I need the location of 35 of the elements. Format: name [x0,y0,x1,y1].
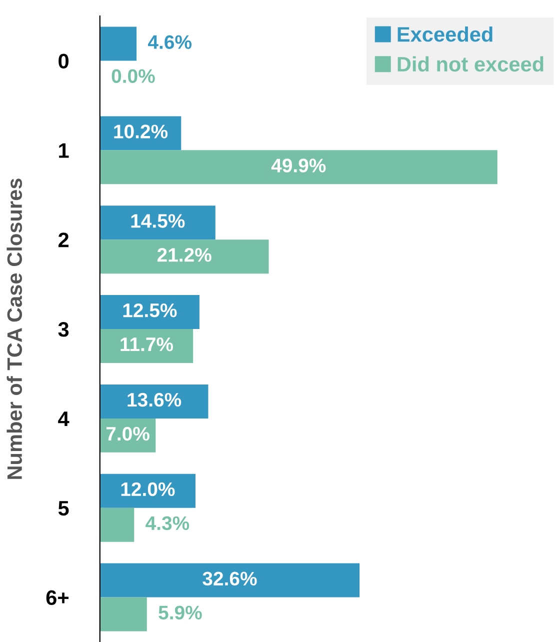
bar [100,150,498,184]
legend-label: Exceeded [398,26,492,42]
data-label: 7.0% [106,426,150,441]
data-label: 4.3% [146,516,190,530]
y-tick-label: 3 [58,322,69,337]
data-label: 13.6% [128,392,182,407]
y-tick-label: 4 [58,412,70,426]
data-label: 11.7% [120,338,174,352]
bar [100,563,360,598]
data-label: 12.0% [121,482,175,496]
data-label: 14.5% [131,214,185,228]
y-axis-title: Number of TCA Case Closures [6,178,22,479]
data-label: 21.2% [157,248,212,262]
data-label: 5.9% [158,606,202,620]
bar [100,329,194,364]
y-tick-label: 2 [58,232,69,248]
bar [100,508,134,542]
y-tick-label: 6+ [46,590,68,606]
data-label: 4.6% [148,35,192,49]
y-tick-label: 1 [59,143,69,158]
data-label: 0.0% [112,69,155,83]
y-tick-label: 5 [58,501,69,516]
bar [100,206,216,240]
legend-label: Did not exceed [398,56,544,72]
data-label: 49.9% [271,158,326,172]
bar [100,474,196,508]
bar [100,295,200,330]
y-tick-label: 0 [58,54,68,69]
data-label: 12.5% [123,303,177,318]
bar [100,26,137,61]
bar [100,240,269,274]
data-label: 32.6% [202,572,257,586]
bar [100,384,208,418]
data-label: 10.2% [114,124,168,138]
bar [100,597,147,632]
